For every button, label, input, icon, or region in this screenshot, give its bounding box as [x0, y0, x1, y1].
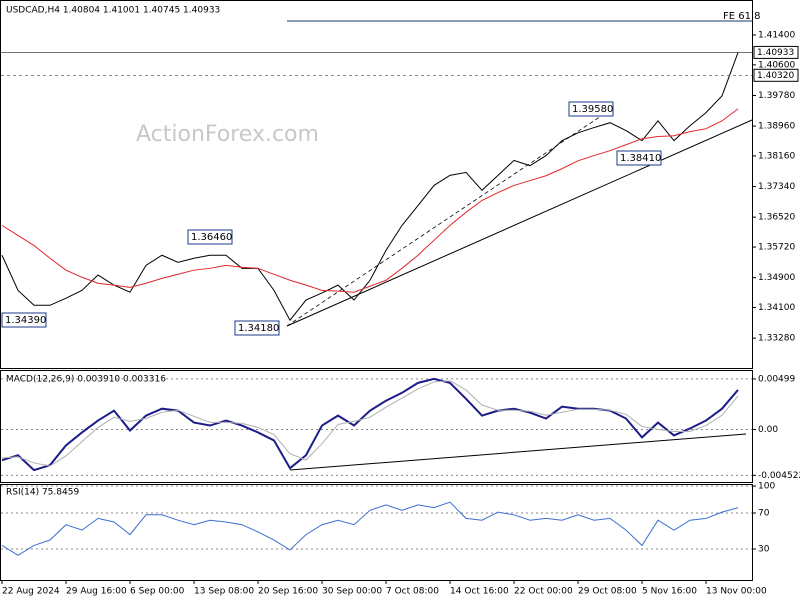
- x-tick-label: 29 Aug 16:00: [66, 587, 127, 597]
- price-tag: [753, 68, 799, 82]
- y-tick-label: 1.38960: [758, 122, 795, 132]
- y-tick-label: 1.33280: [758, 334, 795, 344]
- watermark: ActionForex.com: [136, 122, 319, 147]
- series-line: [1, 52, 739, 322]
- y-tick-label: 1.38160: [758, 151, 795, 161]
- series-line: [1, 501, 739, 556]
- annotation: FE 61.8: [723, 11, 761, 22]
- y-tick-label: 100: [758, 481, 775, 491]
- series-line: [1, 108, 739, 293]
- trend-line: [286, 119, 753, 327]
- series-line: [1, 380, 739, 467]
- x-tick-label: 29 Oct 08:00: [578, 587, 637, 597]
- price-tag-label: 1.40320: [757, 71, 794, 81]
- y-tick-label: 1.41400: [758, 30, 795, 40]
- y-tick-label: 0.00: [758, 425, 778, 435]
- main-panel: [0, 0, 753, 369]
- chart-title: USDCAD,H4 1.40804 1.41001 1.40745 1.4093…: [6, 6, 220, 16]
- annotation: 1.36460: [191, 232, 232, 243]
- y-tick-label: 1.37340: [758, 182, 795, 192]
- x-tick-label: 5 Nov 16:00: [642, 587, 697, 597]
- annotation-box: [234, 320, 280, 336]
- y-tick-label: 30: [758, 545, 770, 555]
- price-tag: [753, 45, 799, 59]
- y-tick-label: -0.004522: [758, 471, 800, 481]
- x-tick-label: 22 Oct 00:00: [514, 587, 573, 597]
- y-tick-label: 0.00499: [758, 374, 795, 384]
- macd-panel: [0, 370, 753, 483]
- y-tick-label: 1.35720: [758, 243, 795, 253]
- series-line: [1, 377, 739, 472]
- marks: 1.41400 1.40600 1.39780 1.38960 1.38160 1.373…: [1, 11, 800, 597]
- x-tick-label: 14 Oct 16:00: [450, 587, 509, 597]
- annotation-box: [616, 150, 662, 166]
- y-tick-label: 1.40600: [758, 60, 795, 70]
- x-tick-label: 7 Oct 08:00: [386, 587, 439, 597]
- y-tick-label: 1.34900: [758, 273, 795, 283]
- annotation: 1.38410: [620, 153, 661, 164]
- x-tick-label: 20 Sep 16:00: [258, 587, 318, 597]
- annotation: 1.34180: [238, 323, 279, 334]
- price-tag-label: 1.40933: [757, 48, 794, 58]
- rsi-panel: [0, 484, 753, 581]
- x-tick-label: 13 Nov 00:00: [706, 587, 767, 597]
- rsi-title: RSI(14) 75.8459: [6, 488, 79, 498]
- annotation-box: [1, 312, 47, 328]
- x-tick-label: 22 Aug 2024: [2, 587, 60, 597]
- annotation-box: [568, 101, 614, 117]
- annotation: 1.34390: [5, 315, 46, 326]
- annotation: 1.39580: [572, 104, 613, 115]
- annotation-box: [187, 229, 233, 245]
- x-tick-label: 13 Sep 08:00: [194, 587, 254, 597]
- x-tick-label: 30 Sep 00:00: [322, 587, 382, 597]
- x-tick-label: 6 Sep 00:00: [130, 587, 185, 597]
- macd-trend-line: [289, 433, 747, 471]
- y-tick-label: 1.39780: [758, 91, 795, 101]
- y-tick-label: 70: [758, 509, 770, 519]
- y-tick-label: 1.34100: [758, 303, 795, 313]
- y-tick-label: 1.36520: [758, 213, 795, 223]
- macd-title: MACD(12,26,9) 0.003910 0.003316: [6, 375, 166, 385]
